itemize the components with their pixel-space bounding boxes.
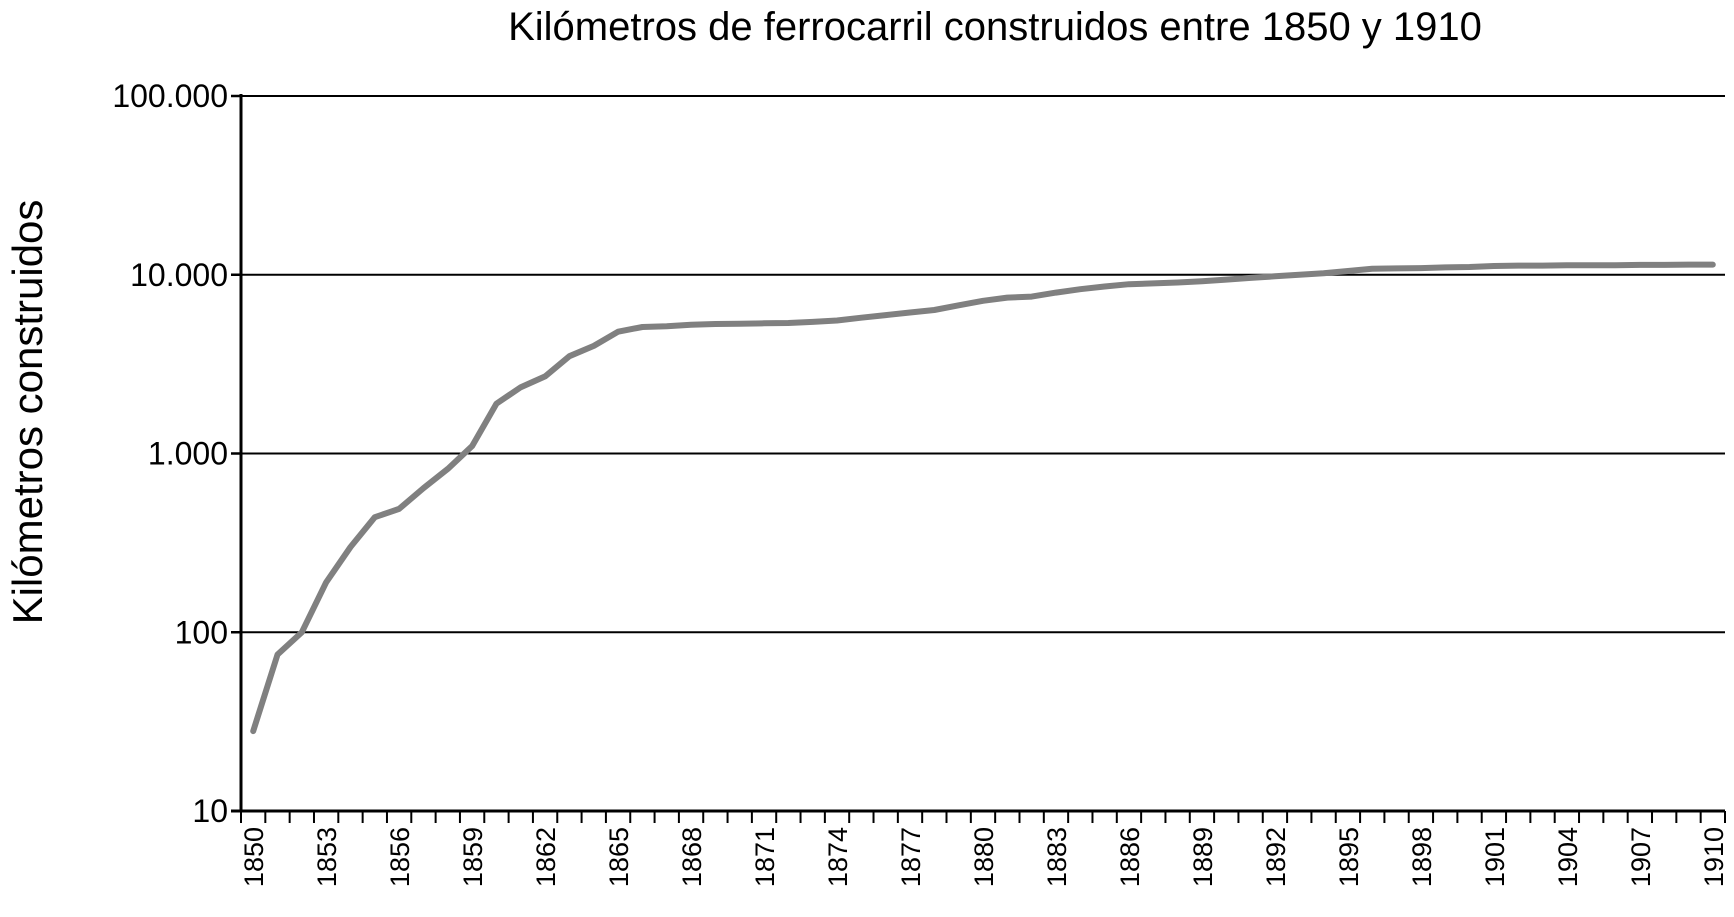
x-tick-label: 1850: [239, 827, 269, 887]
chart-title: Kilómetros de ferrocarril construidos en…: [508, 5, 1482, 49]
x-tick-label: 1901: [1480, 827, 1510, 887]
x-tick-label: 1910: [1699, 827, 1729, 887]
x-tick-label: 1874: [823, 827, 853, 887]
y-tick-label: 10: [192, 793, 228, 829]
y-tick-label: 1.000: [148, 436, 228, 472]
x-tick-label: 1856: [385, 827, 415, 887]
y-axis-label: Kilómetros construidos: [4, 200, 51, 625]
x-tick-label: 1871: [750, 827, 780, 887]
x-tick-label: 1886: [1115, 827, 1145, 887]
x-tick-label: 1868: [677, 827, 707, 887]
x-tick-label: 1862: [531, 827, 561, 887]
x-tick-label: 1907: [1626, 827, 1656, 887]
x-tick-label: 1892: [1261, 827, 1291, 887]
axes: [231, 94, 1726, 823]
series-line: [250, 261, 1716, 735]
x-tick-label: 1898: [1407, 827, 1437, 887]
x-tick-label: 1880: [969, 827, 999, 887]
x-tick-label: 1883: [1042, 827, 1072, 887]
x-tick-label: 1889: [1188, 827, 1218, 887]
x-tick-label: 1904: [1553, 827, 1583, 887]
gridlines: [241, 95, 1725, 634]
x-tick-label: 1853: [312, 827, 342, 887]
x-tick-label: 1877: [896, 827, 926, 887]
y-tick-label: 10.000: [130, 257, 228, 293]
x-tick-label: 1865: [604, 827, 634, 887]
x-tick-label: 1859: [458, 827, 488, 887]
y-tick-label: 100: [175, 614, 228, 650]
y-tick-labels: 10 100 1.000 10.000 100.000: [112, 78, 228, 829]
x-tick-label: 1895: [1334, 827, 1364, 887]
x-tick-labels: 1850 1853 1856 1859 1862 1865 1868 1871 1874 1877…: [239, 827, 1729, 887]
series-layer: [250, 261, 1716, 735]
y-tick-label: 100.000: [112, 78, 228, 114]
